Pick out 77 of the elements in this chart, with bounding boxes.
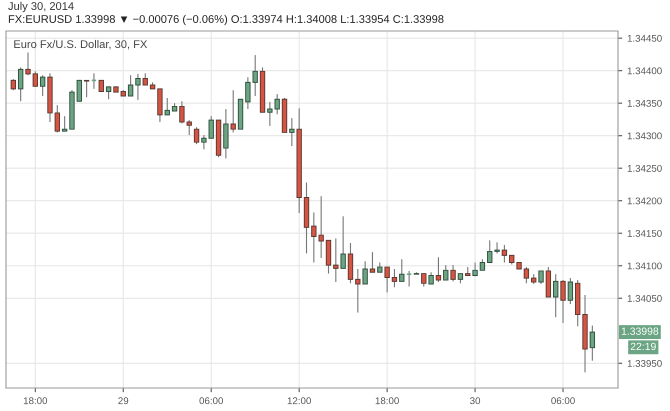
- candlestick: [10, 78, 16, 91]
- candlestick: [524, 266, 530, 284]
- candlestick: [245, 76, 251, 110]
- y-tick-label: 1.34450: [628, 34, 662, 42]
- candlestick: [487, 240, 492, 264]
- candlestick: [436, 256, 442, 283]
- y-tick-label: 1.34150: [628, 230, 662, 237]
- candlestick: [318, 196, 324, 258]
- x-tick-label: 30: [470, 397, 480, 404]
- candlestick: [590, 325, 596, 362]
- candlestick: [201, 134, 207, 150]
- candlestick: [84, 80, 90, 98]
- candlestick: [538, 270, 544, 285]
- y-tick-label: 1.33950: [628, 360, 662, 367]
- candlestick: [274, 94, 280, 115]
- candlestick: [289, 118, 295, 147]
- candlestick: [98, 80, 104, 92]
- candlestick: [399, 258, 404, 282]
- candlestick: [40, 74, 46, 97]
- candlestick: [62, 116, 68, 132]
- candlestick: [18, 66, 24, 102]
- candlestick: [194, 126, 200, 145]
- x-tick-label: 12:00: [288, 397, 311, 404]
- candlestick: [370, 252, 376, 273]
- x-tick-label: 29: [118, 397, 128, 404]
- candlestick: [208, 116, 214, 139]
- x-tick-label: 18:00: [376, 397, 399, 404]
- candlestick: [252, 54, 258, 97]
- candlestick: [428, 272, 434, 285]
- candlestick: [392, 268, 398, 288]
- y-tick-label: 1.34050: [628, 294, 662, 302]
- candlestick: [509, 254, 514, 266]
- text: 22:19: [630, 342, 656, 350]
- candlestick: [230, 90, 236, 133]
- annotation: 1.33998: [622, 327, 658, 335]
- candlestick: [560, 280, 566, 324]
- candlestick: [502, 244, 508, 264]
- candlestick: [32, 70, 38, 88]
- candlestick: [106, 86, 112, 100]
- candlestick: [465, 266, 470, 276]
- candlestick: [531, 274, 536, 285]
- candlestick: [90, 72, 97, 90]
- candlestick: [76, 80, 82, 102]
- y-tick-label: 1.34350: [628, 100, 662, 107]
- y-tick-label: 1.34250: [628, 164, 662, 172]
- candlestick: [142, 72, 148, 86]
- candlestick: [450, 264, 456, 282]
- candlestick: [553, 274, 558, 318]
- y-tick-label: 1.34300: [628, 132, 662, 140]
- candlestick: [164, 97, 170, 116]
- candlestick: [54, 104, 60, 133]
- y-tick-label: 1.34100: [628, 262, 662, 270]
- candlestick: [421, 272, 426, 288]
- candlestick: [458, 272, 464, 284]
- candlestick: [186, 120, 192, 136]
- candlestick: [384, 266, 390, 293]
- x-tick-label: 06:00: [199, 397, 224, 404]
- candlestick: [568, 278, 574, 305]
- text: July 30, 2014: [8, 2, 74, 12]
- candlestick: [25, 52, 31, 76]
- candlestick: [355, 268, 360, 314]
- candlestick: [406, 270, 412, 288]
- text: Euro Fx/U.S. Dollar, 30, FX: [14, 40, 148, 50]
- candlestick: [179, 100, 185, 124]
- candlestick: [340, 216, 346, 269]
- chart-title: FX:EURUSD 1.33998 ▼ −0.00076 (−0.06%) O:1.33974 H:1.34008 L:1.33954 C:1.33998: [8, 14, 444, 26]
- candlestick: [443, 264, 448, 281]
- x-tick-label: 18:00: [24, 397, 48, 404]
- x-tick-label: 06:00: [551, 397, 575, 404]
- y-tick-label: 1.34400: [628, 67, 662, 74]
- candlestick: [494, 242, 500, 254]
- candlestick: [267, 101, 273, 126]
- candlestick: [362, 260, 368, 285]
- candlestick: [333, 238, 339, 283]
- candlestick: [377, 262, 382, 273]
- y-tick-label: 1.34200: [628, 197, 662, 204]
- candlestick: [311, 212, 317, 264]
